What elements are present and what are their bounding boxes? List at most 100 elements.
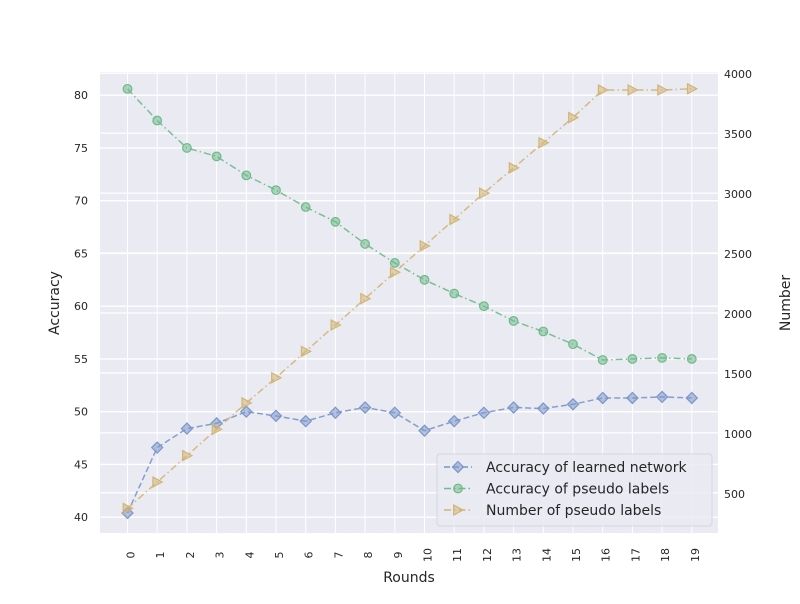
x-tick-label: 12 bbox=[481, 548, 494, 562]
data-point bbox=[358, 401, 372, 414]
y-tick-label: 70 bbox=[74, 195, 88, 208]
y2-tick-label: 2000 bbox=[724, 308, 752, 321]
data-point bbox=[389, 258, 400, 268]
data-point bbox=[299, 414, 313, 428]
data-point bbox=[449, 288, 460, 299]
data-point bbox=[479, 187, 491, 200]
y-tick-label: 45 bbox=[74, 458, 88, 471]
data-point bbox=[627, 83, 639, 96]
x-tick-label: 8 bbox=[362, 552, 375, 559]
y-tick-label: 65 bbox=[74, 247, 88, 260]
data-point bbox=[479, 301, 489, 312]
data-point bbox=[271, 371, 283, 384]
y2-axis-ticks: 500 1000 1500 2000 2500 3000 3500 4000 bbox=[724, 68, 752, 501]
x-tick-label: 4 bbox=[243, 552, 256, 559]
series-line bbox=[126, 88, 692, 361]
data-point bbox=[329, 406, 342, 420]
series-2 bbox=[122, 83, 697, 365]
x-tick-label: 11 bbox=[451, 548, 464, 562]
data-point bbox=[360, 239, 371, 249]
y2-tick-label: 1500 bbox=[724, 368, 752, 381]
y2-tick-label: 3000 bbox=[724, 188, 752, 201]
data-point bbox=[538, 136, 550, 149]
data-point bbox=[477, 406, 491, 420]
y2-tick-label: 3500 bbox=[724, 128, 752, 141]
x-tick-label: 3 bbox=[214, 552, 227, 559]
y-tick-label: 80 bbox=[74, 89, 88, 102]
legend-box bbox=[436, 453, 713, 527]
data-point bbox=[418, 424, 431, 438]
data-point bbox=[241, 170, 252, 181]
x-tick-label: 15 bbox=[570, 548, 583, 562]
data-point bbox=[686, 354, 697, 364]
data-point bbox=[657, 352, 667, 363]
y2-tick-label: 1000 bbox=[724, 428, 752, 441]
data-point bbox=[330, 216, 341, 227]
data-point bbox=[360, 292, 372, 305]
x-tick-label: 19 bbox=[689, 548, 702, 562]
data-point bbox=[566, 397, 580, 411]
data-point bbox=[508, 316, 519, 326]
data-point bbox=[180, 422, 194, 435]
data-point bbox=[152, 115, 163, 126]
data-point bbox=[150, 441, 164, 454]
data-point bbox=[626, 391, 639, 405]
y2-tick-label: 4000 bbox=[724, 68, 752, 81]
series-3 bbox=[122, 82, 699, 515]
data-point bbox=[152, 476, 164, 489]
data-point bbox=[122, 502, 134, 515]
data-point bbox=[597, 83, 609, 96]
x-tick-label: 6 bbox=[303, 552, 316, 559]
x-tick-label: 2 bbox=[184, 552, 197, 559]
data-point bbox=[389, 266, 402, 279]
x-tick-label: 7 bbox=[332, 552, 345, 559]
data-point bbox=[419, 274, 430, 285]
x-tick-label: 14 bbox=[540, 548, 553, 562]
y-tick-label: 55 bbox=[74, 353, 88, 366]
data-point bbox=[269, 409, 283, 423]
y-tick-label: 60 bbox=[74, 300, 88, 313]
data-point bbox=[271, 185, 281, 196]
legend-label: Accuracy of pseudo labels bbox=[486, 482, 669, 498]
data-point bbox=[538, 326, 549, 337]
series-1 bbox=[121, 390, 699, 520]
data-point bbox=[122, 83, 133, 94]
data-point bbox=[182, 449, 194, 462]
data-point bbox=[657, 83, 669, 96]
data-point bbox=[447, 414, 461, 428]
data-point bbox=[419, 239, 431, 252]
data-point bbox=[655, 390, 669, 404]
data-point bbox=[508, 161, 520, 174]
data-point bbox=[627, 354, 638, 364]
data-point bbox=[685, 391, 699, 405]
series-line bbox=[127, 88, 692, 509]
x-tick-label: 10 bbox=[422, 548, 435, 562]
data-point bbox=[597, 355, 608, 365]
data-point bbox=[568, 339, 578, 350]
legend-label: Number of pseudo labels bbox=[486, 503, 661, 519]
legend-label: Accuracy of learned network bbox=[486, 460, 687, 476]
x-tick-label: 16 bbox=[600, 548, 613, 562]
data-point bbox=[686, 82, 699, 95]
y-axis-title: Accuracy bbox=[47, 271, 63, 335]
data-point bbox=[300, 202, 311, 212]
data-point bbox=[536, 402, 550, 415]
legend: Accuracy of learned network Accuracy of p… bbox=[436, 453, 713, 527]
x-tick-label: 5 bbox=[273, 552, 286, 559]
x-tick-label: 17 bbox=[629, 548, 642, 562]
legend-swatch-marker bbox=[451, 460, 465, 474]
x-tick-label: 0 bbox=[125, 552, 138, 559]
y2-tick-label: 500 bbox=[724, 488, 745, 501]
series-layer bbox=[121, 82, 699, 520]
x-tick-label: 9 bbox=[392, 552, 405, 559]
y-tick-label: 50 bbox=[74, 406, 88, 419]
data-point bbox=[211, 151, 222, 162]
data-point bbox=[211, 423, 223, 436]
y-tick-label: 40 bbox=[74, 511, 88, 524]
y-axis-ticks: 40 45 50 55 60 65 70 75 80 bbox=[74, 89, 88, 524]
x-axis-title: Rounds bbox=[383, 570, 435, 586]
data-point bbox=[388, 406, 402, 420]
x-axis-ticks: 0 1 2 3 4 5 6 7 8 9 10 11 12 13 14 15 16 17 18 19 bbox=[125, 548, 702, 562]
x-tick-label: 13 bbox=[511, 548, 524, 562]
data-point bbox=[330, 318, 342, 331]
